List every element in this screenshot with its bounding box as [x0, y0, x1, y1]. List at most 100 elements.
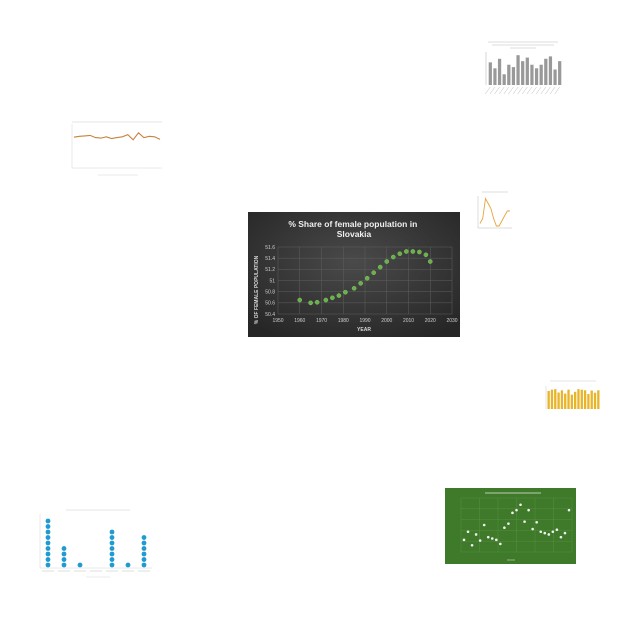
data-point — [314, 299, 320, 305]
bar — [554, 389, 557, 409]
series-line — [479, 197, 510, 227]
data-point — [551, 530, 555, 534]
bar — [516, 55, 520, 85]
data-point — [308, 300, 313, 306]
chart-title-line-1: % Share of female population in — [288, 219, 417, 229]
dot — [109, 546, 115, 551]
x-tick-labels: 1950 1960 1970 1980 1990 2000 2010 2020 2030 — [272, 318, 457, 324]
gray-bar-chart-thumbnail — [470, 38, 566, 108]
x-tick-label-placeholder — [485, 86, 491, 95]
x-tick-label-placeholder — [522, 86, 528, 95]
data-point — [559, 535, 563, 539]
data-point — [417, 249, 422, 255]
data-point — [547, 533, 551, 536]
data-point — [404, 249, 409, 254]
bar — [511, 67, 516, 85]
data-point — [336, 293, 342, 298]
green-scatter-chart-thumbnail — [445, 488, 576, 564]
x-tick-label: 1970 — [316, 318, 327, 324]
thumbnail-background — [445, 488, 576, 564]
bar — [570, 394, 574, 409]
y-tick-label: 51.4 — [265, 256, 275, 262]
bar — [539, 64, 543, 85]
data-point — [527, 508, 530, 512]
data-point — [343, 289, 348, 295]
bar — [497, 58, 502, 85]
x-tick-label-placeholder — [517, 86, 523, 95]
x-tick-label-placeholder — [494, 86, 500, 95]
data-points — [462, 503, 571, 547]
dot — [61, 546, 67, 551]
data-point — [427, 259, 433, 264]
data-point — [478, 539, 482, 542]
data-point — [371, 270, 376, 275]
x-tick-label: 2010 — [403, 318, 414, 324]
bars — [485, 55, 562, 95]
x-tick-label-placeholder — [508, 86, 514, 95]
data-point — [499, 542, 502, 546]
x-tick-label-placeholder — [526, 86, 533, 95]
bar — [530, 64, 534, 85]
y-tick-label: 51.6 — [265, 245, 275, 251]
yellow-bar-chart-thumbnail — [542, 378, 602, 414]
data-point — [531, 527, 534, 531]
x-tick-label-placeholder — [512, 86, 519, 95]
bar — [583, 390, 587, 409]
data-point — [390, 254, 396, 260]
dot — [109, 551, 115, 557]
x-axis-label: YEAR — [357, 327, 371, 333]
chart-background — [248, 212, 460, 337]
data-point — [503, 526, 506, 529]
data-point — [563, 531, 567, 535]
data-point — [515, 508, 518, 512]
dot — [61, 551, 67, 557]
dot — [45, 529, 51, 535]
y-tick-label: 50.8 — [265, 289, 275, 295]
x-tick-label: 1990 — [359, 318, 370, 324]
dot — [45, 546, 51, 551]
dot — [45, 540, 51, 546]
data-point — [351, 286, 357, 291]
dot — [141, 557, 147, 562]
dot — [45, 518, 51, 524]
data-point — [519, 503, 522, 507]
bar — [544, 58, 548, 85]
data-point — [486, 535, 490, 539]
dot — [109, 562, 115, 568]
data-point — [466, 530, 470, 534]
series-line — [73, 131, 161, 141]
y-tick-label: 50.6 — [265, 301, 275, 307]
bar — [553, 69, 557, 85]
dot — [61, 557, 67, 562]
dot — [109, 529, 115, 535]
data-point — [507, 522, 510, 525]
y-tick-label: 51.2 — [265, 267, 275, 273]
data-point — [364, 275, 370, 281]
dot — [109, 557, 115, 562]
data-point — [323, 297, 329, 303]
data-point — [482, 523, 486, 527]
data-point — [423, 252, 429, 258]
x-tick-label-placeholder — [554, 86, 560, 95]
dot — [125, 562, 131, 568]
y-tick-labels: 50.4 50.6 50.8 51 51.2 51.4 51.6 — [265, 245, 275, 318]
bar — [587, 394, 590, 409]
bars — [547, 389, 600, 409]
bar — [525, 57, 529, 85]
data-point — [377, 264, 383, 270]
bar — [502, 74, 506, 85]
x-tick-label: 2000 — [381, 318, 392, 324]
x-tick-label-placeholder — [503, 86, 510, 95]
data-points — [297, 249, 433, 306]
bar — [597, 390, 600, 409]
dot — [141, 562, 147, 568]
bar — [493, 68, 497, 85]
x-tick-label: 1950 — [272, 318, 283, 324]
dot — [77, 562, 83, 568]
data-point — [397, 251, 403, 257]
x-tick-label-placeholder — [549, 86, 556, 95]
x-tick-label-placeholder — [489, 86, 496, 95]
chart-title-line-2: Slovakia — [337, 229, 372, 239]
x-tick-label: 1960 — [294, 318, 305, 324]
female-population-chart: % Share of female population in Slovakia… — [248, 212, 460, 337]
